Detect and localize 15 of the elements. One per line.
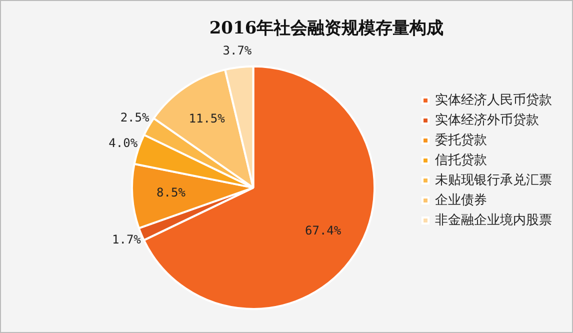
data-label: 3.7%	[222, 43, 252, 58]
legend-label: 企业债券	[435, 192, 487, 208]
data-label: 2.5%	[120, 110, 150, 124]
data-label: 67.4%	[305, 224, 342, 238]
legend-label: 实体经济外币贷款	[435, 112, 539, 128]
chart-title: 2016年社会融资规模存量构成	[209, 18, 444, 39]
legend-label: 未贴现银行承兑汇票	[435, 172, 552, 188]
legend-label: 非金融企业境内股票	[435, 212, 552, 228]
data-label: 4.0%	[108, 136, 138, 150]
legend-label: 委托贷款	[435, 132, 487, 148]
data-label: 8.5%	[156, 186, 186, 200]
data-label: 11.5%	[188, 112, 226, 126]
legend-label: 信托贷款	[435, 152, 487, 168]
data-label: 1.7%	[112, 232, 142, 247]
legend-label: 实体经济人民币贷款	[435, 92, 552, 108]
